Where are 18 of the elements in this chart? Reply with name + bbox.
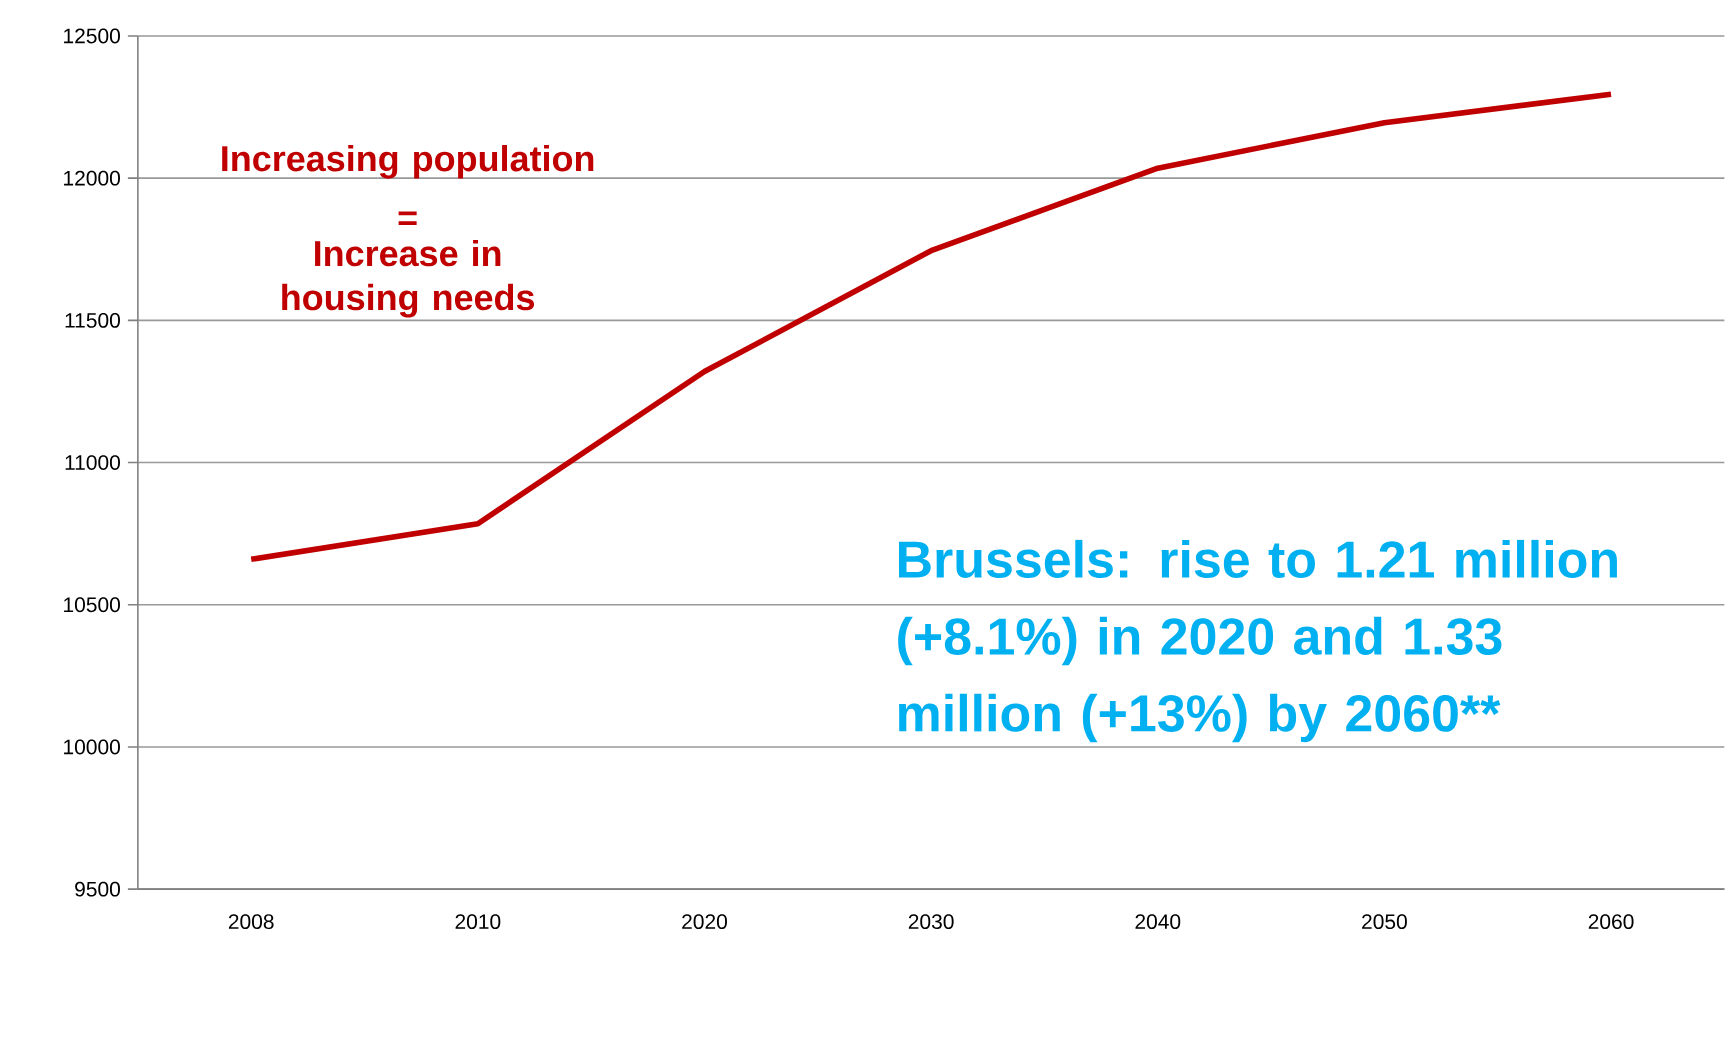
y-tick-label: 12000 bbox=[64, 170, 120, 186]
annotation: Increasing population bbox=[222, 144, 594, 179]
x-tick-label: 2010 bbox=[455, 914, 501, 930]
annotation: Increase in housing needs bbox=[282, 239, 535, 318]
annotation: = bbox=[398, 211, 417, 226]
x-tick-label: 2030 bbox=[908, 914, 954, 930]
x-tick-label: 2040 bbox=[1135, 914, 1181, 930]
y-tick-label: 11500 bbox=[65, 312, 120, 328]
x-tick-label: 2020 bbox=[682, 914, 727, 930]
x-tick-label: 2050 bbox=[1362, 914, 1407, 930]
annotation: Brussels: rise to 1.21 million (+8.1%) in 2020 and 1.33 million (+13%) by 2060** bbox=[898, 539, 1617, 743]
x-tick-label: 2060 bbox=[1588, 914, 1634, 930]
x-tick-label: 2008 bbox=[228, 914, 274, 930]
y-tick-label: 10500 bbox=[64, 597, 120, 613]
y-tick-label: 12500 bbox=[64, 28, 120, 44]
y-tick-label: 11000 bbox=[65, 455, 120, 470]
y-tick-label: 10000 bbox=[64, 739, 120, 755]
y-tick-label: 9500 bbox=[75, 881, 120, 897]
